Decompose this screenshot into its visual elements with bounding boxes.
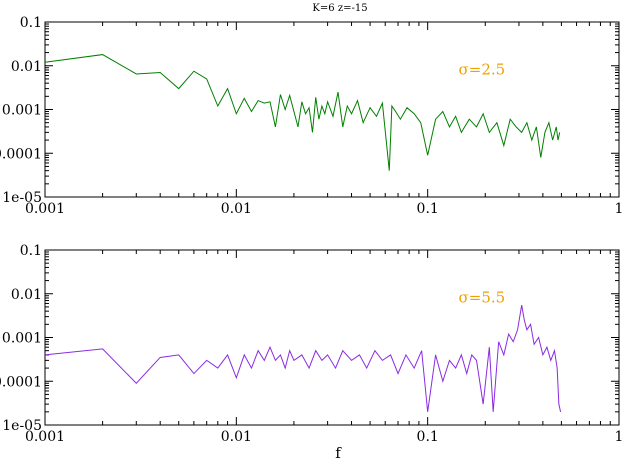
panel-top: 0.001 0.01 0.1 1 0.1 0.01 0.001 0.0001 1… [0,15,623,217]
y-tick-label: 1e-05 [2,190,42,206]
x-tick-label: 0.1 [417,201,439,217]
y-tick-label: 0.1 [20,243,42,259]
y-tick-label: 1e-05 [2,418,42,434]
x-tick-label: 0.1 [417,429,439,445]
y-tick-label: 0.1 [20,15,42,31]
axis-ticks [44,21,620,198]
series-line [44,54,561,171]
y-tick-labels: 0.1 0.01 0.001 0.0001 1e-05 [0,15,42,206]
y-tick-label: 0.001 [2,331,42,347]
y-tick-label: 0.0001 [0,146,42,162]
y-tick-label: 0.01 [11,287,42,303]
sigma-annotation: σ=2.5 [459,61,506,79]
x-tick-label: 1 [615,429,624,445]
x-tick-label: 0.001 [25,429,65,445]
x-tick-label: 1 [615,201,624,217]
x-tick-labels: 0.001 0.01 0.1 1 [25,429,624,445]
panel-bottom: 0.001 0.01 0.1 1 0.1 0.01 0.001 0.0001 1… [0,243,623,445]
y-tick-label: 0.001 [2,103,42,119]
figure-title: K=6 z=-15 [312,3,367,14]
y-tick-label: 0.01 [11,59,42,75]
x-tick-label: 0.001 [25,201,65,217]
axis-ticks [44,249,620,426]
series-line [44,305,562,412]
sigma-annotation: σ=5.5 [459,289,506,307]
plot-area-frame [44,21,620,198]
x-tick-label: 0.01 [221,429,252,445]
x-axis-label: f [335,444,342,462]
y-tick-labels: 0.1 0.01 0.001 0.0001 1e-05 [0,243,42,434]
y-tick-label: 0.0001 [0,374,42,390]
x-tick-label: 0.01 [221,201,252,217]
x-tick-labels: 0.001 0.01 0.1 1 [25,201,624,217]
